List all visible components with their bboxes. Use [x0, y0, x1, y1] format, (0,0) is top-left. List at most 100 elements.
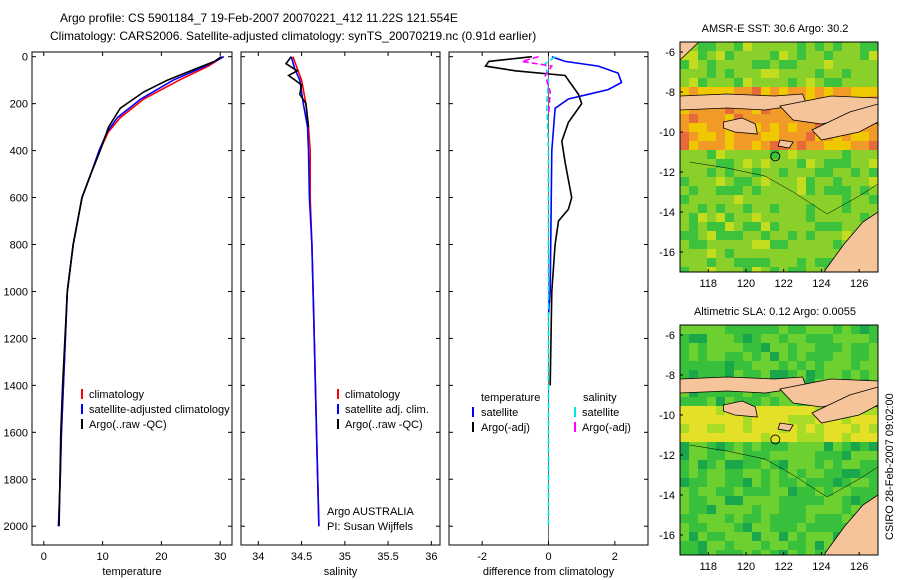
- map-cell: [761, 460, 771, 470]
- map-cell: [698, 505, 708, 515]
- map-y-tick-label: -8: [665, 87, 675, 99]
- map-cell: [824, 240, 834, 250]
- map-cell: [752, 352, 762, 362]
- map-cell: [743, 541, 753, 551]
- map-cell: [689, 240, 699, 250]
- map-cell: [806, 177, 816, 187]
- map-cell: [833, 433, 843, 443]
- map-cell: [770, 523, 780, 533]
- map-cell: [824, 523, 834, 533]
- map-cell: [725, 213, 735, 223]
- map-cell: [689, 550, 699, 555]
- map-cell: [698, 325, 708, 335]
- map-cell: [761, 114, 771, 124]
- map-cell: [734, 325, 744, 335]
- map-cell: [806, 523, 816, 533]
- map-cell: [698, 550, 708, 555]
- map-cell: [815, 325, 825, 335]
- map-cell: [689, 87, 699, 97]
- map-cell: [770, 469, 780, 479]
- map-cell: [779, 42, 789, 52]
- map-cell: [734, 451, 744, 461]
- map-cell: [689, 186, 699, 196]
- series-line-salinity-satellite: [544, 56, 556, 527]
- map-cell: [761, 469, 771, 479]
- map-cell: [779, 487, 789, 497]
- map-cell: [752, 168, 762, 178]
- map-cell: [725, 532, 735, 542]
- map-y-tick-label: -16: [659, 530, 675, 542]
- map-cell: [806, 258, 816, 268]
- map-cell: [842, 478, 852, 488]
- map-cell: [788, 204, 798, 214]
- map-cell: [734, 42, 744, 52]
- map-cell: [788, 433, 798, 443]
- map-cell: [788, 267, 798, 272]
- map-cell: [851, 469, 861, 479]
- map-cell: [734, 132, 744, 142]
- map-cell: [779, 406, 789, 416]
- map-cell: [815, 541, 825, 551]
- map-cell: [851, 204, 861, 214]
- map-cell: [725, 334, 735, 344]
- map-cell: [851, 487, 861, 497]
- map-cell: [734, 505, 744, 515]
- y-tick-label: 0: [22, 52, 28, 64]
- map-cell: [797, 249, 807, 259]
- map-cell: [698, 105, 708, 115]
- map-cell: [770, 258, 780, 268]
- map-cell: [770, 478, 780, 488]
- map-cell: [716, 469, 726, 479]
- map-cell: [779, 114, 789, 124]
- map-cell: [680, 442, 690, 452]
- map-cell: [770, 51, 780, 61]
- map-cell: [851, 168, 861, 178]
- map-cell: [833, 204, 843, 214]
- map-cell: [824, 87, 834, 97]
- map-cell: [734, 478, 744, 488]
- map-cell: [752, 415, 762, 425]
- map-cell: [824, 442, 834, 452]
- map-cell: [707, 397, 717, 407]
- map-cell: [806, 168, 816, 178]
- map-cell: [797, 424, 807, 434]
- map-cell: [716, 42, 726, 52]
- map-cell: [815, 523, 825, 533]
- map-cell: [770, 42, 780, 52]
- map-cell: [725, 141, 735, 151]
- map-cell: [734, 141, 744, 151]
- map-cell: [680, 352, 690, 362]
- map-cell: [842, 132, 852, 142]
- map-cell: [788, 532, 798, 542]
- map-cell: [752, 550, 762, 555]
- map-cell: [824, 451, 834, 461]
- map-cell: [689, 370, 699, 380]
- map-cell: [779, 204, 789, 214]
- map-cell: [707, 186, 717, 196]
- map-cell: [815, 222, 825, 232]
- map-cell: [743, 177, 753, 187]
- map-cell: [869, 195, 878, 205]
- map-cell: [860, 87, 870, 97]
- y-tick-label: 1000: [4, 286, 28, 298]
- map-cell: [869, 415, 878, 425]
- map-cell: [698, 541, 708, 551]
- map-cell: [779, 240, 789, 250]
- map-cell: [869, 433, 878, 443]
- map-cell: [680, 505, 690, 515]
- map-cell: [815, 141, 825, 151]
- map-cell: [761, 334, 771, 344]
- map-cell: [797, 177, 807, 187]
- map-cell: [770, 222, 780, 232]
- map-cell: [752, 195, 762, 205]
- map-cell: [806, 231, 816, 241]
- map-cell: [734, 258, 744, 268]
- map-cell: [815, 258, 825, 268]
- map-cell: [752, 204, 762, 214]
- map-cell: [698, 334, 708, 344]
- map-cell: [716, 361, 726, 371]
- map-cell: [806, 141, 816, 151]
- map-cell: [770, 69, 780, 79]
- map-cell: [698, 523, 708, 533]
- map-cell: [698, 222, 708, 232]
